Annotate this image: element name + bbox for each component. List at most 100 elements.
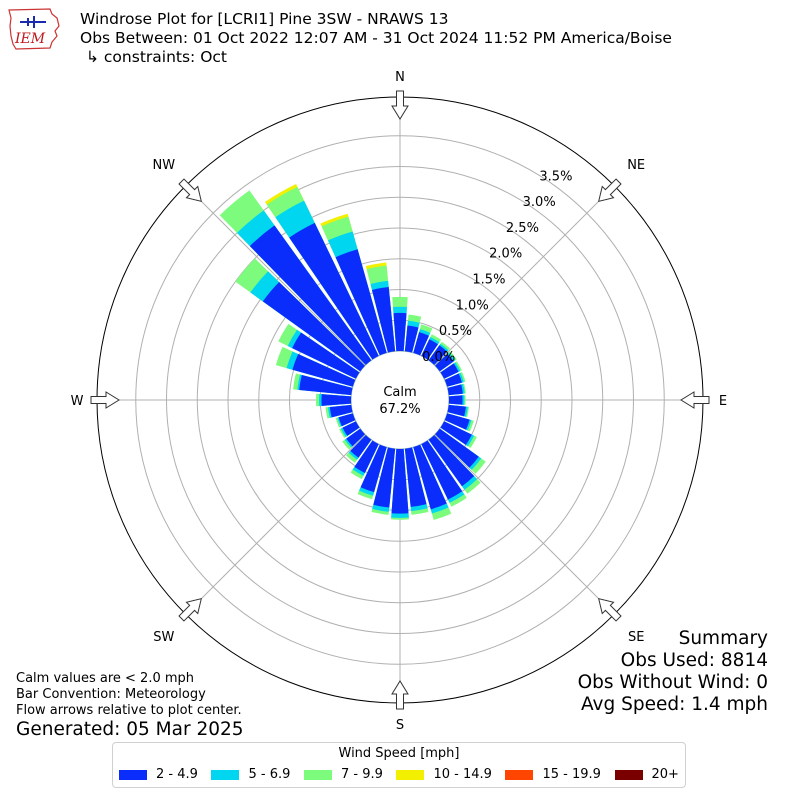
radial-tick-label: 3.5% <box>539 169 572 184</box>
windrose-bar-segment <box>289 222 379 360</box>
legend-label: 20+ <box>651 767 679 782</box>
windrose-bars <box>219 184 486 520</box>
windrose-bar-segment <box>447 384 463 396</box>
legend-swatch <box>505 769 534 780</box>
legend-label: 5 - 6.9 <box>248 767 291 782</box>
flow-arrow-icon <box>178 178 202 202</box>
windrose-bar-segment <box>404 447 427 507</box>
notes-block: Calm values are < 2.0 mph Bar Convention… <box>16 671 242 719</box>
windrose-bar-segment <box>421 440 463 500</box>
legend-item: 15 - 19.9 <box>505 767 601 782</box>
legend-item: 20+ <box>614 767 679 782</box>
flow-arrow-shape <box>598 598 622 622</box>
chart-title: Windrose Plot for [LCRI1] Pine 3SW - NRA… <box>80 10 449 28</box>
windrose-bar-segment <box>421 339 439 360</box>
legend-swatch <box>303 769 332 780</box>
radial-tick-label: 2.5% <box>506 221 539 236</box>
flow-arrow-icon <box>178 598 202 622</box>
radial-tick-label: 2.0% <box>489 247 522 262</box>
legend-swatch <box>396 769 425 780</box>
obs-range: Obs Between: 01 Oct 2022 12:07 AM - 31 O… <box>80 29 672 47</box>
windrose-bar-segment <box>393 312 407 352</box>
direction-label: SW <box>153 630 174 645</box>
direction-label: SE <box>628 630 644 645</box>
angular-gridline <box>434 185 615 366</box>
radial-gridline <box>350 350 450 450</box>
legend-title: Wind Speed [mph] <box>338 746 460 761</box>
windrose-bar-segment <box>292 354 356 387</box>
constraints-text: ↳ constraints: Oct <box>86 48 227 66</box>
generated-date: Generated: 05 Mar 2025 <box>16 719 244 740</box>
windrose-bar-segment <box>262 282 365 372</box>
windrose-bar-segment <box>413 332 430 356</box>
flow-arrow-shape <box>391 90 409 120</box>
flow-arrow-icon <box>391 680 409 710</box>
direction-label: W <box>71 394 84 409</box>
direction-label: NE <box>627 158 645 173</box>
windrose-bar-segment <box>329 404 353 418</box>
flow-arrow-icon <box>680 391 710 409</box>
windrose-bar-segment <box>335 249 387 356</box>
flow-arrow-icon <box>90 391 120 409</box>
avg-speed: Avg Speed: 1.4 mph <box>580 694 768 715</box>
legend-item: 10 - 14.9 <box>396 767 492 782</box>
windrose-bar-segment <box>448 395 463 405</box>
windrose-bar-segment <box>440 363 459 379</box>
windrose-bar-segment <box>346 428 365 447</box>
bar-convention: Bar Convention: Meteorology <box>16 687 206 702</box>
legend-items: 2 - 4.9 5 - 6.9 7 - 9.9 10 - 14.9 15 - 1… <box>113 761 685 782</box>
radial-tick-label: 1.5% <box>472 273 505 288</box>
plot-overlay: N NE E SE S SW W NW 0.0% 0.5% 1.0% 1.5% 2.0% 2.5% 3.0%… <box>71 70 728 733</box>
windrose-bar-segment <box>342 421 360 436</box>
legend-item: 7 - 9.9 <box>303 767 383 782</box>
windrose-bar-segment <box>371 286 396 353</box>
windrose-bar-segment <box>321 394 352 406</box>
radial-tick-label: 0.5% <box>439 324 472 339</box>
summary-heading: Summary <box>678 628 768 649</box>
title-block: Windrose Plot for [LCRI1] Pine 3SW - NRA… <box>80 10 672 67</box>
windrose-bar-segment <box>338 413 356 427</box>
windrose-bar-segment <box>413 444 447 510</box>
flow-arrow-shape <box>598 178 622 202</box>
direction-label: NW <box>153 158 176 173</box>
windrose-bar-segment <box>435 353 454 372</box>
windrose-bar-segment <box>299 374 353 396</box>
radial-tick-label: 3.0% <box>523 195 556 210</box>
windrose-bar-segment <box>440 421 472 445</box>
windrose-bar-segment <box>373 447 396 508</box>
calm-definition: Calm values are < 2.0 mph <box>16 671 195 686</box>
iowa-outline-icon <box>8 8 60 50</box>
iem-logo: IEM <box>8 8 60 50</box>
flow-arrow-shape <box>391 680 409 710</box>
summary-block: Summary Obs Used: 8814 Obs Without Wind:… <box>578 628 768 716</box>
flow-arrow-shape <box>680 391 710 409</box>
legend: Wind Speed [mph] 2 - 4.9 5 - 6.9 7 - 9.9… <box>112 742 686 788</box>
flow-arrow-shape <box>90 391 120 409</box>
obs-used: Obs Used: 8814 <box>620 650 768 671</box>
windrose-bar-segment <box>249 225 372 365</box>
legend-label: 7 - 9.9 <box>340 767 383 782</box>
legend-swatch <box>211 769 240 780</box>
angular-gridline <box>185 434 366 615</box>
calm-value: 67.2% <box>379 402 420 417</box>
windrose-bar-segment <box>444 413 470 430</box>
logo-text: IEM <box>14 31 46 47</box>
legend-swatch <box>614 769 643 780</box>
legend-item: 5 - 6.9 <box>211 767 290 782</box>
flow-arrows-note: Flow arrows relative to plot center. <box>16 703 242 718</box>
direction-label: S <box>396 718 404 733</box>
windrose-bar-segment <box>435 428 479 468</box>
legend-label: 2 - 4.9 <box>156 767 198 782</box>
windrose-bar-segment <box>428 435 475 487</box>
angular-gridline <box>185 185 366 366</box>
flow-arrow-icon <box>391 90 409 120</box>
windrose-bar-segment <box>391 448 409 514</box>
windrose-bar-segment <box>354 440 379 473</box>
obs-without-wind: Obs Without Wind: 0 <box>577 672 768 693</box>
flow-arrow-shape <box>178 178 202 202</box>
flow-arrow-icon <box>598 178 622 202</box>
windrose-bar-segment <box>447 404 466 417</box>
legend-swatch <box>119 769 147 780</box>
angular-gridline <box>434 434 615 615</box>
